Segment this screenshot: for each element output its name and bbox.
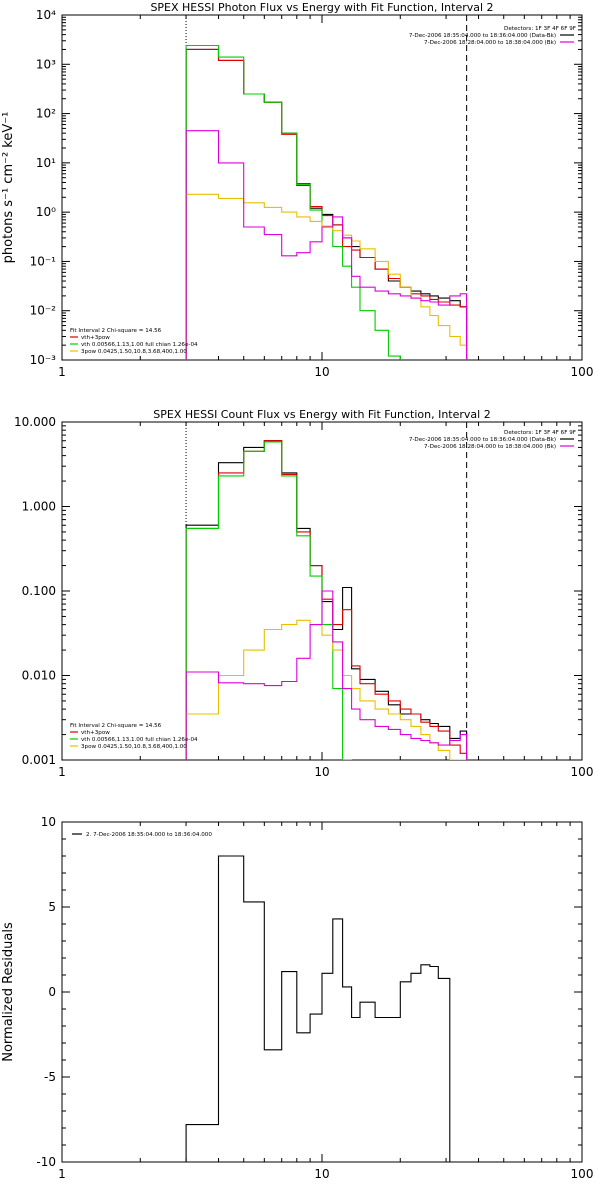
- legend-text: 7-Dec-2006 18:35:04.000 to 18:36:04.000 …: [409, 437, 556, 443]
- y-tick-label: 0.001: [22, 753, 56, 767]
- fit-legend-text: vth+3pow: [81, 335, 110, 341]
- fit-legend-text: Fit Interval 2 Chi-square = 14.56: [70, 328, 162, 334]
- x-tick-label: 1: [58, 765, 66, 779]
- y-tick-label: -10: [36, 1155, 56, 1169]
- plot-frame: [61, 14, 583, 361]
- series-line-3: [185, 619, 468, 760]
- y-tick-label: 0.100: [22, 584, 56, 598]
- legend-text: 7-Dec-2006 18:28:04.000 to 18:38:04.000 …: [424, 444, 556, 450]
- series-line-2: [185, 441, 353, 760]
- fit-legend-text: vth+3pow: [81, 730, 110, 736]
- x-tick-label: 10: [314, 765, 329, 779]
- legend-text: 7-Dec-2006 18:35:04.000 to 18:36:04.000 …: [409, 33, 556, 39]
- y-axis-label: Normalized Residuals: [1, 922, 16, 1062]
- y-tick-label: 10⁻²: [30, 304, 57, 318]
- y-tick-label: 5: [48, 900, 56, 914]
- series-line-1: [185, 48, 468, 360]
- x-tick-label: 1: [58, 365, 66, 379]
- series-line-0: [185, 440, 468, 760]
- x-tick-label: 100: [571, 1167, 594, 1181]
- fit-legend-text: 3pow 0.0425,1.50,10.8,3.68,400,1.00: [81, 349, 187, 355]
- fit-legend-text: vth 0.00566,1.13,1.00 full chian 1.26e-0…: [81, 342, 198, 348]
- chart-title: SPEX HESSI Count Flux vs Energy with Fit…: [153, 408, 490, 421]
- legend-text: Detectors: 1F 3F 4F 6F 9F: [504, 26, 576, 32]
- series-line-3: [185, 193, 468, 360]
- y-tick-label: -5: [44, 1070, 56, 1084]
- series-line-4: [185, 590, 468, 760]
- series-line-0: [185, 855, 467, 1162]
- y-tick-label: 10: [41, 815, 56, 829]
- y-tick-label: 10²: [36, 107, 56, 121]
- series-line-1: [185, 440, 468, 760]
- legend-text: 2. 7-Dec-2006 18:35:04.000 to 18:36:04.0…: [86, 832, 212, 838]
- y-tick-label: 0.010: [22, 669, 56, 683]
- series-line-0: [185, 48, 468, 360]
- y-tick-label: 0: [48, 985, 56, 999]
- x-tick-label: 1: [58, 1167, 66, 1181]
- legend-text: Detectors: 1F 3F 4F 6F 9F: [504, 430, 576, 436]
- x-tick-label: 100: [571, 365, 594, 379]
- y-tick-label: 10⁴: [36, 8, 56, 22]
- fit-legend-text: vth 0.00566,1.13,1.00 full chian 1.26e-0…: [81, 737, 198, 743]
- x-tick-label: 10: [314, 365, 329, 379]
- y-tick-label: 10⁻¹: [30, 254, 57, 268]
- y-tick-label: 10³: [36, 57, 56, 71]
- legend-text: 7-Dec-2006 18:28:04.000 to 18:38:04.000 …: [424, 40, 556, 46]
- y-tick-label: 1.000: [22, 500, 56, 514]
- x-tick-label: 10: [314, 1167, 329, 1181]
- fit-legend-text: Fit Interval 2 Chi-square = 14.56: [70, 723, 162, 729]
- y-tick-label: 10¹: [36, 156, 56, 170]
- chart-title: SPEX HESSI Photon Flux vs Energy with Fi…: [150, 1, 493, 14]
- y-tick-label: 10.000: [14, 415, 56, 429]
- series-line-4: [185, 130, 468, 360]
- y-axis-label: photons s⁻¹ cm⁻² keV⁻¹: [1, 112, 16, 264]
- series-line-2: [185, 44, 401, 360]
- x-tick-label: 100: [571, 765, 594, 779]
- y-tick-label: 10⁻³: [30, 353, 57, 367]
- fit-legend-text: 3pow 0.0425,1.50,10.8,3.68,400,1.00: [81, 744, 187, 750]
- y-tick-label: 10⁰: [36, 205, 56, 219]
